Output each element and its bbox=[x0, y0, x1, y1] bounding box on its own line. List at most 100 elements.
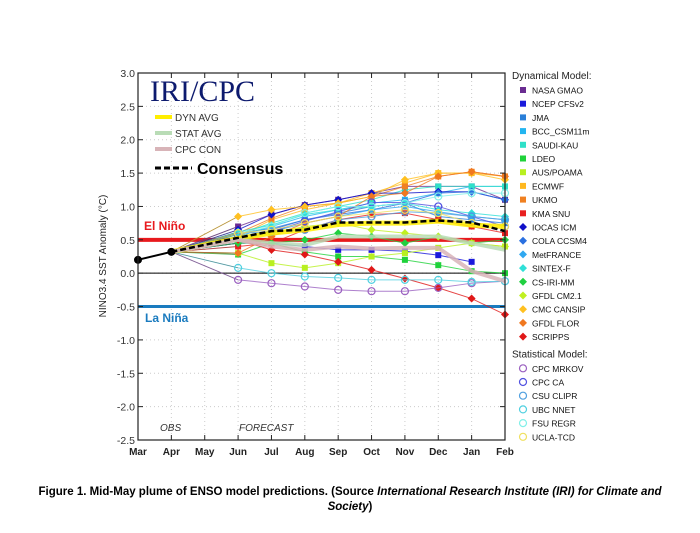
legend-marker-gfdl-cm2-1 bbox=[519, 291, 527, 300]
legend-label-dyn-avg: DYN AVG bbox=[175, 113, 219, 124]
legend-label-bcc-csm11m: BCC_CSM11m bbox=[532, 127, 589, 137]
x-tick-label-aug: Aug bbox=[295, 447, 314, 458]
legend-label-csu-clipr: CSU CLIPR bbox=[532, 391, 577, 401]
legend-label-consensus: Consensus bbox=[197, 161, 283, 178]
point-ncep-cfsv2 bbox=[335, 246, 342, 253]
legend-label-nasa-gmao: NASA GMAO bbox=[532, 86, 583, 96]
legend-marker-fsu-regr bbox=[518, 419, 528, 428]
legend-label-cola-ccsm4: COLA CCSM4 bbox=[532, 236, 587, 246]
y-tick-label: 1.0 bbox=[120, 201, 135, 213]
point-scripps bbox=[367, 265, 376, 274]
point-gfdl-flor bbox=[467, 167, 476, 176]
legend-marker-cpc-ca bbox=[518, 377, 528, 387]
forecast-label: FORECAST bbox=[239, 423, 294, 434]
point-ucla-tcd bbox=[400, 205, 410, 214]
legend-label-scripps: SCRIPPS bbox=[532, 332, 570, 342]
x-tick-label-jul: Jul bbox=[264, 447, 279, 458]
point-cmc-cansip bbox=[400, 175, 409, 184]
point-ukmo bbox=[268, 215, 275, 222]
point-ukmo bbox=[401, 183, 408, 190]
point-gfdl-flor bbox=[434, 172, 443, 181]
point-gfdl-flor bbox=[400, 189, 409, 198]
obs-link-cpc-mrkov bbox=[171, 251, 239, 281]
legend-marker-ucla-tcd bbox=[518, 432, 528, 441]
legend-marker-cpc-mrkov bbox=[518, 364, 528, 373]
legend-label-cpc-ca: CPC CA bbox=[532, 378, 564, 388]
point-scripps bbox=[300, 250, 309, 259]
avg-line-dyn-avg bbox=[170, 218, 506, 255]
legend-marker-sintex-f bbox=[519, 264, 527, 273]
legend-label-aus-poama: AUS/POAMA bbox=[532, 168, 583, 178]
el-nino-label: El Niño bbox=[144, 219, 185, 233]
x-tick-label-dec: Dec bbox=[429, 447, 448, 458]
legend-label-gfdl-cm2-1: GFDL CM2.1 bbox=[532, 291, 582, 301]
x-tick-label-may: May bbox=[195, 447, 215, 458]
legend-marker-bcc-csm11m bbox=[520, 128, 526, 135]
legend-marker-iocas-icm bbox=[519, 223, 527, 231]
series-line-ucla-tcd bbox=[171, 209, 506, 253]
point-ubc-nnet bbox=[367, 275, 376, 284]
point-cmc-cansip bbox=[267, 205, 276, 214]
legend: DYN AVG STAT AVG CPC CON Consensus Dynamical… bbox=[155, 71, 591, 442]
legend-label-metfrance: MetFRANCE bbox=[532, 250, 581, 260]
point-gfdl-cm2-1 bbox=[367, 225, 376, 234]
legend-label-cpc-mrkov: CPC MRKOV bbox=[532, 364, 584, 374]
point-cpc-mrkov bbox=[300, 282, 309, 291]
x-tick-label-apr: Apr bbox=[163, 447, 180, 458]
y-axis-label: NINO3.4 SST Anomaly (°C) bbox=[98, 195, 109, 318]
legend-label-ukmo: UKMO bbox=[532, 195, 558, 205]
observed-point bbox=[167, 247, 176, 256]
y-tick-label: -2.5 bbox=[117, 435, 135, 447]
legend-label-iocas-icm: IOCAS ICM bbox=[532, 223, 576, 233]
legend-marker-gfdl-flor bbox=[519, 318, 527, 327]
point-ldeo bbox=[435, 262, 442, 269]
point-cpc-mrkov bbox=[434, 283, 443, 292]
legend-marker-ubc-nnet bbox=[518, 405, 528, 414]
legend-group-title-1: Statistical Model: bbox=[512, 349, 588, 360]
legend-label-stat-avg: STAT AVG bbox=[175, 129, 222, 140]
point-fsu-regr bbox=[434, 192, 443, 201]
point-cpc-mrkov bbox=[367, 287, 376, 296]
legend-marker-kma-snu bbox=[520, 210, 526, 217]
series-line-aus-poama bbox=[171, 242, 506, 269]
x-tick-label-jan: Jan bbox=[463, 447, 480, 458]
point-aus-poama bbox=[401, 250, 408, 257]
point-fsu-regr bbox=[300, 209, 309, 218]
point-ubc-nnet bbox=[334, 273, 343, 282]
logo: IRI/CPC bbox=[150, 75, 255, 108]
x-tick-label-oct: Oct bbox=[363, 447, 380, 458]
point-ncep-cfsv2 bbox=[468, 258, 475, 265]
point-ubc-nnet bbox=[467, 277, 476, 286]
point-cpc-ca bbox=[334, 207, 343, 216]
y-tick-label: 3.0 bbox=[120, 68, 135, 80]
figure-caption: Figure 1. Mid-May plume of ENSO model pr… bbox=[20, 485, 680, 515]
y-tick-label: -0.5 bbox=[117, 302, 135, 314]
caption-text: Figure 1. Mid-May plume of ENSO model pr… bbox=[38, 486, 378, 498]
series-line-fsu-regr bbox=[171, 192, 505, 253]
y-tick-label: -2.0 bbox=[117, 402, 135, 414]
obs-link-cmc-cansip bbox=[171, 216, 239, 253]
obs-label: OBS bbox=[160, 423, 181, 434]
legend-label-gfdl-flor: GFDL FLOR bbox=[532, 318, 579, 328]
point-scripps bbox=[334, 257, 343, 266]
point-scripps bbox=[467, 294, 476, 303]
point-ubc-nnet bbox=[300, 272, 309, 281]
obs-link-ubc-nnet bbox=[171, 251, 239, 269]
point-cs-iri-mm bbox=[300, 235, 309, 244]
legend-label-ucla-tcd: UCLA-TCD bbox=[532, 432, 575, 442]
legend-marker-nasa-gmao bbox=[520, 87, 526, 93]
point-cs-iri-mm bbox=[400, 239, 409, 248]
legend-marker-cmc-cansip bbox=[519, 305, 527, 314]
y-tick-label: 1.5 bbox=[120, 168, 135, 180]
observed-line bbox=[137, 250, 172, 261]
point-fsu-regr bbox=[467, 189, 476, 198]
legend-marker-jma bbox=[520, 114, 526, 121]
legend-marker-cs-iri-mm bbox=[519, 277, 527, 286]
point-cpc-ca bbox=[367, 198, 376, 207]
point-aus-poama bbox=[301, 264, 308, 271]
point-cpc-mrkov bbox=[334, 285, 343, 294]
x-tick-label-feb: Feb bbox=[496, 447, 514, 458]
point-ubc-nnet bbox=[267, 269, 276, 278]
point-cpc-mrkov bbox=[267, 279, 276, 288]
